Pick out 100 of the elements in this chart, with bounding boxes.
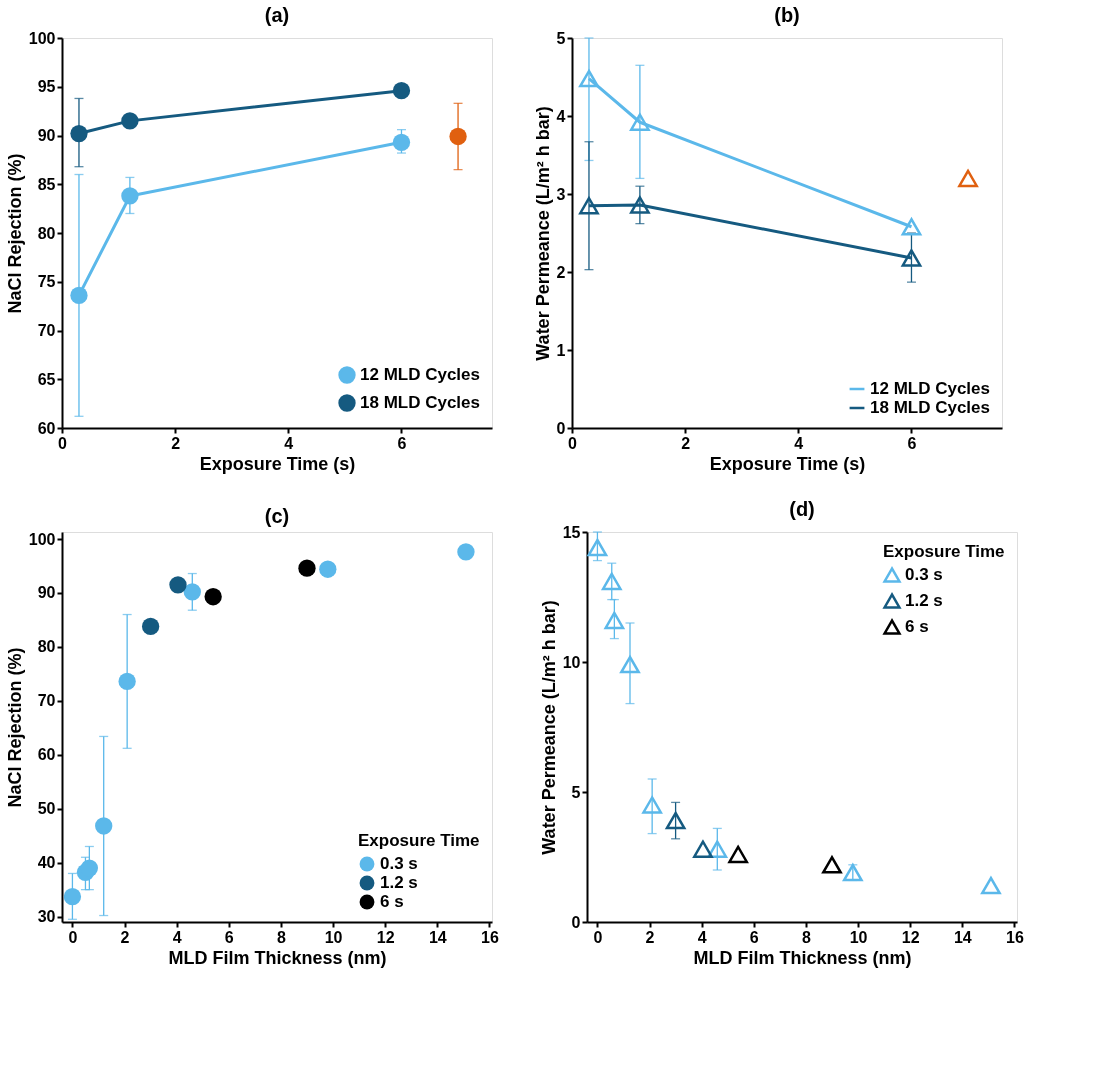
y-tick-label: 100 [28, 530, 56, 548]
x-tick-label: 16 [481, 928, 499, 946]
y-tick-label: 85 [37, 175, 56, 193]
point [141, 617, 160, 636]
point [629, 113, 650, 131]
legend-title: Exposure Time [883, 542, 1005, 561]
point [449, 127, 467, 146]
y-axis-title: Water Permeance (L/m² h bar) [532, 106, 553, 361]
point [665, 811, 686, 830]
y-tick-label: 70 [37, 322, 56, 339]
x-tick-label: 2 [645, 928, 655, 946]
y-tick-label: 65 [37, 370, 56, 388]
point [63, 888, 82, 906]
x-tick-label: 6 [907, 434, 917, 452]
point [457, 543, 475, 561]
point [392, 133, 411, 151]
y-tick-label: 30 [37, 908, 56, 926]
x-tick-label: 0 [58, 434, 68, 452]
point [298, 559, 316, 577]
x-tick-label: 6 [397, 434, 407, 452]
y-tick-label: 100 [28, 29, 56, 47]
y-tick-label: 60 [37, 746, 56, 764]
y-tick-label: 60 [37, 419, 56, 437]
legend-label: 0.3 s [905, 565, 943, 584]
x-tick-label: 8 [276, 928, 286, 946]
x-tick-label: 4 [284, 434, 294, 452]
point [121, 187, 139, 205]
x-axis-title: Exposure Time (s) [199, 453, 356, 474]
point [70, 286, 88, 305]
point [183, 583, 201, 601]
y-tick-label: 50 [37, 800, 56, 818]
y-tick-label: 5 [571, 783, 581, 801]
x-tick-label: 10 [324, 928, 343, 946]
point [70, 124, 88, 143]
y-tick-label: 90 [37, 584, 56, 602]
point [901, 249, 922, 267]
x-tick-label: 14 [428, 928, 447, 946]
point [958, 169, 978, 188]
x-tick-label: 6 [749, 928, 759, 946]
point [604, 611, 625, 630]
x-tick-label: 16 [1006, 928, 1024, 946]
x-axis-title: MLD Film Thickness (nm) [693, 947, 912, 968]
legend-label: 12 MLD Cycles [360, 365, 480, 384]
chart-title: (b) [774, 4, 800, 26]
y-tick-label: 3 [556, 185, 566, 203]
legend-label: 1.2 s [905, 591, 943, 610]
y-tick-label: 70 [37, 692, 56, 710]
point [319, 560, 337, 578]
point [579, 69, 599, 88]
y-tick-label: 75 [37, 273, 56, 291]
x-tick-label: 8 [801, 928, 811, 946]
chart-title: (a) [264, 4, 290, 26]
x-tick-label: 2 [171, 434, 181, 452]
point [981, 876, 1001, 895]
y-tick-label: 10 [562, 653, 581, 671]
x-tick-label: 6 [224, 928, 234, 946]
x-tick-label: 12 [901, 928, 920, 946]
y-axis-title: NaCl Rejection (%) [4, 153, 25, 314]
y-tick-label: 4 [556, 107, 566, 125]
point [204, 588, 222, 606]
y-tick-label: 80 [37, 224, 56, 242]
x-tick-label: 2 [681, 434, 691, 452]
point [693, 840, 713, 858]
legend-label: 0.3 s [380, 854, 418, 873]
x-tick-label: 0 [593, 928, 603, 946]
legend-label: 18 MLD Cycles [870, 398, 990, 417]
x-tick-label: 14 [953, 928, 972, 946]
point [80, 859, 99, 877]
point [95, 817, 113, 835]
point [601, 572, 622, 591]
point [728, 845, 749, 864]
x-axis-title: MLD Film Thickness (nm) [168, 947, 387, 968]
y-tick-label: 5 [556, 29, 566, 47]
chart-title: (c) [264, 505, 290, 528]
point [169, 576, 187, 594]
x-tick-label: 4 [794, 434, 804, 452]
y-tick-label: 2 [556, 263, 566, 281]
x-tick-label: 0 [68, 928, 78, 946]
point [842, 863, 863, 882]
point [579, 196, 599, 215]
point [620, 655, 640, 674]
y-tick-label: 15 [562, 523, 581, 541]
legend-label: 18 MLD Cycles [360, 393, 480, 412]
point [587, 538, 608, 557]
y-axis-title: Water Permeance (L/m² h bar) [538, 600, 559, 855]
point [118, 672, 136, 691]
x-tick-label: 2 [120, 928, 130, 946]
y-tick-label: 0 [556, 419, 566, 437]
x-tick-label: 12 [376, 928, 395, 946]
x-tick-label: 10 [849, 928, 868, 946]
y-tick-label: 90 [37, 127, 56, 144]
legend-label: 6 s [905, 617, 929, 636]
point [629, 196, 650, 214]
point [822, 856, 842, 874]
legend-label: 12 MLD Cycles [870, 379, 990, 398]
y-axis-title: NaCl Rejection (%) [4, 647, 25, 808]
legend-title: Exposure Time [358, 831, 480, 850]
legend-label: 1.2 s [380, 873, 418, 892]
y-tick-label: 40 [37, 854, 56, 872]
y-tick-label: 80 [37, 638, 56, 656]
